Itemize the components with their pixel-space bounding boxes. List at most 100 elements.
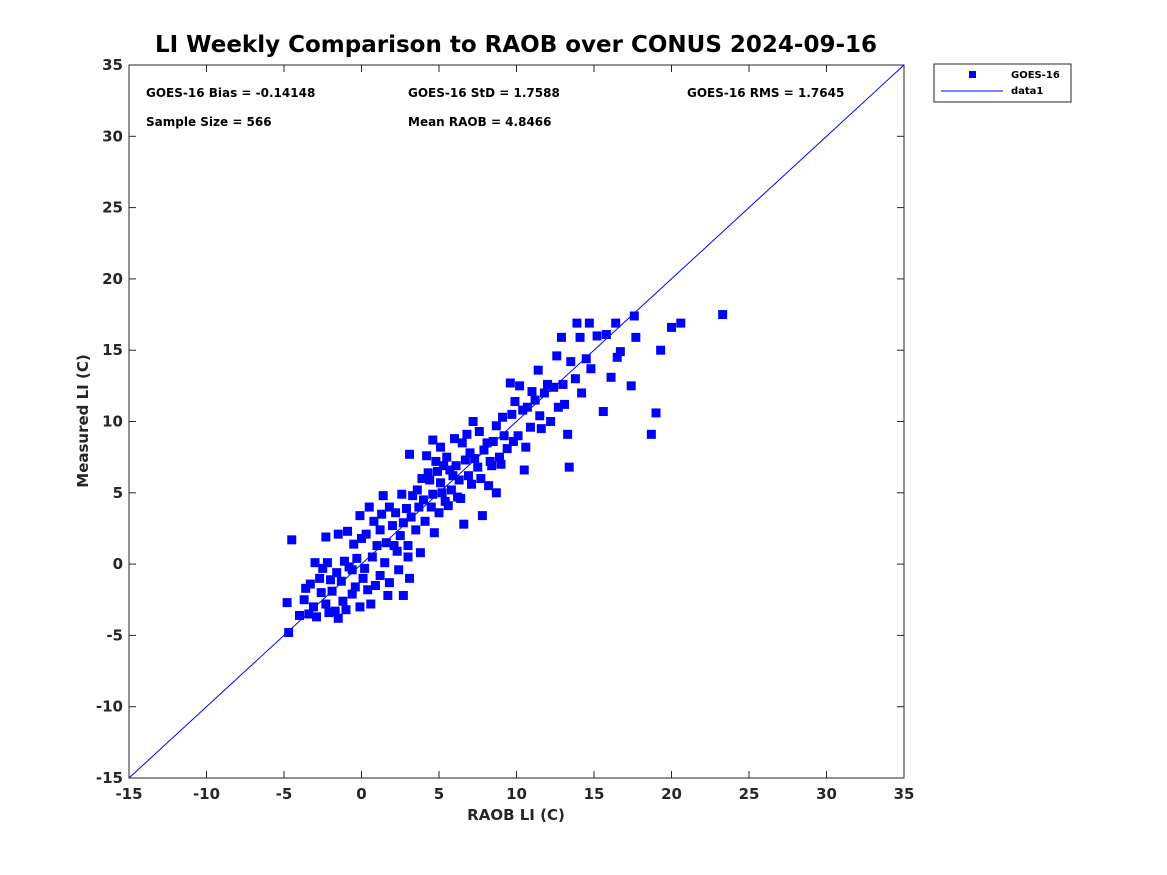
scatter-point [552,351,562,361]
scatter-point [436,442,446,452]
scatter-point [539,388,549,398]
y-axis: -15 -10 -5 0 5 10 15 20 25 30 35 [96,56,904,787]
scatter-point [384,578,394,588]
scatter-point [450,434,459,444]
scatter-point [417,474,427,484]
scatter-point [676,318,686,328]
scatter-point [439,461,449,471]
scatter-point [513,431,523,441]
points-layer [282,310,728,638]
scatter-point [357,533,366,543]
scatter-point [572,318,582,328]
y-tick-label: 0 [113,555,123,573]
scatter-point [467,479,477,489]
scatter-point [315,573,325,583]
scatter-point [372,541,382,551]
scatter-point [422,451,432,461]
scatter-point [322,558,332,568]
scatter-point [592,331,602,341]
y-tick-label: 15 [102,341,123,359]
legend-box [933,63,1072,103]
x-tick-label: 35 [894,785,915,803]
scatter-point [394,565,404,575]
scatter-point [533,365,543,375]
scatter-point [397,489,407,499]
scatter-point [395,531,405,541]
scatter-point [383,590,393,600]
scatter-point [606,372,616,382]
scatter-point [566,357,576,367]
scatter-point [612,352,622,362]
legend: GOES-16 data1 [933,63,1072,103]
scatter-point [549,382,559,392]
scatter-point [366,599,376,609]
x-tick-label: 20 [661,785,682,803]
scatter-point [432,466,442,476]
scatter-point [375,571,385,581]
y-tick-label: 35 [102,56,123,74]
x-tick-label: -15 [115,785,142,803]
scatter-point [496,459,506,469]
scatter-point [468,417,478,426]
scatter-point [343,526,353,536]
y-tick-label: -5 [106,626,123,644]
scatter-point [437,488,447,498]
scatter-point [412,485,422,495]
x-tick-label: -10 [193,785,220,803]
scatter-point [601,330,611,340]
scatter-point [473,462,483,472]
scatter-point [586,364,596,374]
scatter-point [316,588,326,598]
scatter-point [405,449,415,459]
scatter-point [336,576,346,586]
y-tick-label: 10 [102,413,123,431]
scatter-point [457,438,467,448]
legend-entry-goes16: GOES-16 [1011,70,1060,81]
scatter-point [341,605,351,615]
scatter-point [287,535,297,545]
scatter-point [626,381,636,391]
bias-annotation: GOES-16 Bias = -0.14148 [146,86,315,100]
scatter-point [482,438,492,448]
y-tick-label: 5 [113,484,123,502]
scatter-point [355,511,365,521]
reference-line-data1 [128,64,905,779]
scatter-point [347,589,357,599]
scatter-point [333,529,343,539]
scatter-point [465,448,475,458]
scatter-point [419,495,428,505]
scatter-point [425,475,435,485]
scatter-point [333,613,343,623]
scatter-point [428,435,438,445]
scatter-point [431,456,441,466]
scatter-point [384,502,394,512]
scatter-point [494,452,504,462]
scatter-point [344,562,354,572]
scatter-point [718,310,728,320]
scatter-point [398,590,408,600]
scatter-point [330,606,340,616]
chart-title: LI Weekly Comparison to RAOB over CONUS … [155,32,877,58]
scatter-point [310,558,320,568]
scatter-point [476,474,486,484]
scatter-point [553,402,563,412]
scatter-point [301,583,311,593]
scatter-point [502,444,512,454]
scatter-point [369,516,379,526]
scatter-point [381,538,391,548]
std-annotation: GOES-16 StD = 1.7588 [408,86,560,100]
scatter-point [570,374,580,384]
scatter-point [406,512,416,522]
scatter-point [563,429,573,439]
scatter-point [463,471,473,481]
scatter-point [321,599,331,609]
scatter-point [530,395,540,405]
scatter-point [581,354,591,364]
scatter-point [536,424,546,434]
scatter-point [651,408,661,418]
scatter-point [403,552,413,562]
scatter-point [499,431,509,441]
scatter-point [398,518,408,528]
scatter-point [318,563,328,573]
x-tick-label: 10 [506,785,527,803]
